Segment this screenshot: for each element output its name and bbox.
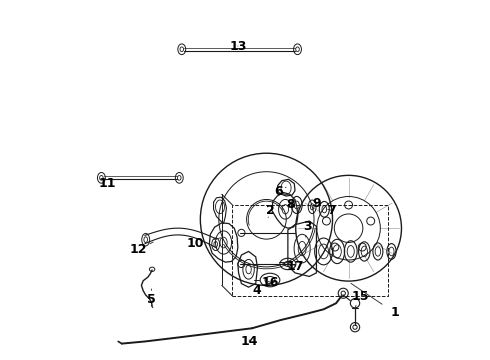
Text: 4: 4 bbox=[251, 274, 261, 297]
Text: 13: 13 bbox=[229, 40, 246, 53]
Text: 7: 7 bbox=[327, 204, 336, 217]
Text: 15: 15 bbox=[351, 289, 369, 308]
Text: 3: 3 bbox=[303, 220, 312, 237]
Text: 6: 6 bbox=[274, 185, 286, 198]
Text: 17: 17 bbox=[287, 260, 304, 273]
Text: 5: 5 bbox=[147, 289, 156, 306]
Text: 9: 9 bbox=[313, 197, 321, 210]
Text: 8: 8 bbox=[287, 198, 295, 211]
Text: 12: 12 bbox=[130, 242, 153, 256]
Text: 10: 10 bbox=[187, 237, 221, 250]
Text: 16: 16 bbox=[262, 276, 279, 289]
Text: 11: 11 bbox=[98, 177, 116, 190]
Text: 14: 14 bbox=[241, 335, 258, 348]
Text: 2: 2 bbox=[266, 204, 274, 217]
Text: 1: 1 bbox=[351, 283, 399, 319]
